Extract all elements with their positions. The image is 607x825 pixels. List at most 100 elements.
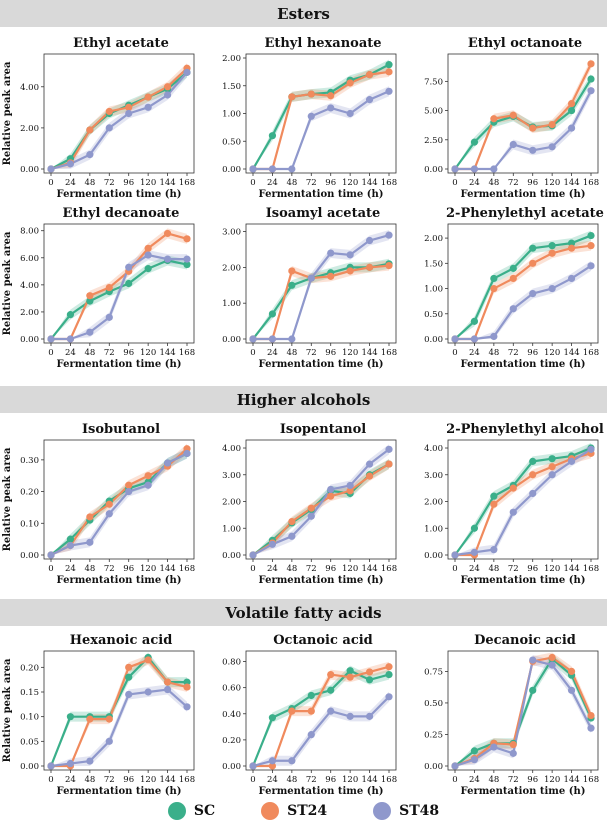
data-point-st24 — [86, 126, 94, 134]
data-point-st48 — [365, 460, 374, 468]
x-tick-label: 24 — [267, 564, 278, 574]
x-tick-label: 168 — [381, 348, 397, 358]
data-point-st24 — [268, 762, 277, 770]
y-tick-label: 0.00 — [222, 165, 241, 175]
data-point-st24 — [125, 103, 133, 111]
data-point-st48 — [365, 236, 374, 245]
data-point-st48 — [47, 165, 55, 173]
data-point-st24 — [163, 229, 172, 238]
y-axis-label: Relative peak area — [2, 61, 13, 165]
chart-ethyl-decanoate: Ethyl decanoate 0.00 2.00 4.00 6.00 8.00 0 24 48… — [0, 200, 202, 370]
data-point-st24 — [144, 93, 152, 101]
error-band-st24 — [253, 66, 389, 169]
data-point-st48 — [288, 335, 296, 343]
x-tick-label: 96 — [325, 564, 336, 574]
plot-area — [43, 223, 195, 344]
data-point-st48 — [249, 165, 257, 173]
y-tick-label: 0.60 — [222, 684, 241, 694]
data-point-st24 — [163, 678, 172, 686]
data-point-st48 — [548, 143, 556, 151]
x-tick-label: 144 — [563, 775, 579, 785]
y-tick-label: 4.00 — [20, 281, 39, 291]
x-tick-label: 48 — [488, 564, 499, 574]
x-tick-label: 72 — [104, 775, 115, 785]
y-tick-label: 0.50 — [222, 137, 241, 147]
x-tick-label: 96 — [527, 348, 538, 358]
section-header-volatile-fatty-acids: Volatile fatty acids — [0, 599, 607, 626]
y-tick-label: 7.50 — [424, 77, 443, 87]
x-tick-label: 24 — [267, 775, 278, 785]
x-tick-label: 144 — [563, 178, 579, 188]
data-point-sc — [365, 676, 374, 684]
legend-marker-st24 — [261, 802, 280, 820]
data-point-st48 — [346, 109, 354, 118]
x-axis-label: Fermentation time (h) — [57, 189, 182, 200]
data-point-st48 — [567, 274, 576, 283]
error-band-st48 — [51, 67, 187, 169]
data-point-st48 — [288, 532, 296, 540]
data-point-st24 — [490, 284, 498, 293]
data-point-st24 — [365, 472, 374, 480]
data-point-st24 — [509, 274, 517, 283]
data-point-sc — [587, 231, 595, 240]
x-axis-label: Fermentation time (h) — [461, 189, 586, 200]
x-tick-label: 72 — [508, 348, 519, 358]
data-point-st24 — [105, 715, 113, 723]
x-tick-label: 144 — [361, 564, 377, 574]
data-point-st48 — [490, 165, 498, 173]
data-point-st48 — [385, 231, 393, 239]
data-point-sc — [183, 260, 191, 269]
data-point-st48 — [385, 445, 393, 453]
data-point-st24 — [86, 513, 94, 521]
x-tick-label: 144 — [159, 564, 175, 574]
chart-2-phenylethyl-acetate: 2-Phenylethyl acetate 0.00 0.50 1.00 1.50 2.0… — [404, 200, 606, 370]
data-point-st48 — [548, 471, 556, 479]
data-point-st24 — [144, 472, 152, 480]
plot-area — [447, 53, 599, 174]
chart-svg: Ethyl octanoate 0.00 2.50 5.00 7.50 0 24 48 72 96… — [424, 36, 599, 200]
y-tick-label: 0.00 — [222, 762, 241, 772]
data-point-sc — [567, 106, 576, 115]
series-line-st24 — [51, 658, 188, 768]
chart-2-phenylethyl-alcohol: 2-Phenylethyl alcohol 0.00 1.00 2.00 3.00 4.0… — [404, 416, 606, 586]
data-point-sc — [548, 242, 556, 250]
y-tick-label: 0.00 — [20, 335, 39, 345]
legend-label-sc: SC — [193, 803, 216, 819]
series-line-st24 — [51, 232, 188, 341]
x-tick-label: 144 — [563, 348, 579, 358]
error-band-st24 — [455, 240, 591, 339]
data-point-st48 — [470, 335, 479, 343]
data-point-sc — [385, 61, 393, 69]
data-point-st48 — [163, 255, 172, 263]
y-tick-label: 4.00 — [424, 444, 443, 454]
data-point-sc — [288, 281, 296, 289]
chart-title: Hexanoic acid — [70, 633, 173, 648]
data-point-st48 — [66, 759, 75, 768]
data-point-st48 — [327, 485, 335, 494]
chart-title: Ethyl hexanoate — [264, 36, 381, 51]
chart-hexanoic-acid: Hexanoic acid 0.00 0.05 0.10 0.15 0.20 0 24 48 72… — [0, 627, 202, 797]
data-point-sc — [529, 244, 537, 252]
x-tick-label: 0 — [452, 775, 457, 785]
data-point-st24 — [307, 504, 315, 512]
x-tick-label: 96 — [325, 178, 336, 188]
data-point-st48 — [365, 96, 374, 104]
chart-octanoic-acid: Octanoic acid 0.00 0.20 0.40 0.60 0.80 0 24 48 72… — [202, 627, 404, 797]
data-point-sc — [86, 297, 94, 305]
data-point-st24 — [327, 492, 335, 500]
data-point-st48 — [125, 690, 133, 699]
x-tick-label: 168 — [583, 178, 599, 188]
y-axis-label: Relative peak area — [2, 447, 13, 551]
y-tick-label: 1.00 — [424, 524, 443, 534]
chart-svg: 2-Phenylethyl alcohol 0.00 1.00 2.00 3.00 4.0… — [424, 422, 604, 586]
data-point-sc — [268, 310, 277, 318]
x-tick-label: 48 — [84, 564, 95, 574]
data-point-st24 — [587, 60, 595, 68]
x-tick-label: 168 — [179, 348, 195, 358]
data-point-st48 — [144, 251, 152, 259]
x-tick-label: 120 — [342, 178, 358, 188]
chart-title: 2-Phenylethyl acetate — [446, 206, 604, 221]
x-tick-label: 168 — [583, 775, 599, 785]
y-tick-label: 0.00 — [222, 335, 241, 345]
